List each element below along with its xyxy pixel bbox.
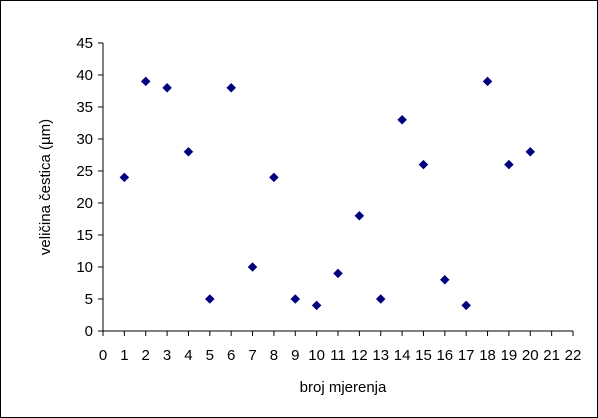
axes <box>102 43 573 332</box>
x-tick-label: 19 <box>501 347 518 364</box>
data-point <box>269 172 279 183</box>
x-tick-label: 16 <box>436 347 453 364</box>
x-tick-label: 12 <box>351 347 368 364</box>
x-tick-label: 7 <box>248 347 256 364</box>
x-tick-label: 14 <box>394 347 411 364</box>
x-axis-label: broj mjerenja <box>300 379 387 396</box>
y-tick-label: 45 <box>76 35 93 52</box>
x-tick-label: 1 <box>120 347 128 364</box>
x-tick-label: 2 <box>142 347 150 364</box>
y-tick-label: 35 <box>76 99 93 116</box>
x-tick-label: 10 <box>308 347 325 364</box>
x-tick-label: 15 <box>415 347 432 364</box>
y-axis-label: veličina čestica (µm) <box>37 119 54 255</box>
x-tick-label: 8 <box>270 347 278 364</box>
data-points <box>119 76 536 311</box>
data-point <box>226 82 237 93</box>
x-tick-label: 4 <box>184 347 192 364</box>
y-tick-label: 0 <box>85 323 93 340</box>
y-tick-label: 10 <box>76 259 93 276</box>
x-tick-label: 9 <box>291 347 299 364</box>
data-point <box>119 172 130 183</box>
y-tick-label: 15 <box>76 227 93 244</box>
data-point <box>140 76 151 87</box>
x-tick-label: 0 <box>99 347 107 364</box>
x-tick-label: 11 <box>330 347 346 364</box>
data-point <box>418 159 429 170</box>
y-tick-label: 40 <box>76 67 93 84</box>
data-point <box>247 262 258 272</box>
data-point <box>375 294 386 304</box>
x-tick-label: 22 <box>565 347 582 364</box>
data-point <box>290 294 301 304</box>
data-point <box>311 300 322 311</box>
y-ticks: 0 5 10 15 20 25 30 35 40 45 <box>76 35 103 340</box>
y-tick-label: 20 <box>76 195 93 212</box>
x-tick-label: 20 <box>522 347 539 364</box>
data-point <box>333 268 343 279</box>
x-tick-label: 6 <box>227 347 235 364</box>
y-tick-label: 25 <box>76 163 93 180</box>
data-point <box>204 294 215 304</box>
data-point <box>183 146 194 157</box>
data-point <box>504 159 514 170</box>
data-point <box>397 114 407 125</box>
data-point <box>525 146 536 157</box>
x-tick-label: 3 <box>163 347 171 364</box>
x-tick-label: 13 <box>372 347 389 364</box>
data-point <box>162 82 172 93</box>
data-point <box>482 76 493 87</box>
x-tick-label: 5 <box>206 347 214 364</box>
x-ticks: 0 1 2 3 4 5 6 7 8 9 10 11 12 13 14 15 16 17 18 19 20 21 22 <box>99 331 582 364</box>
data-point <box>354 210 365 221</box>
data-point <box>461 300 472 311</box>
x-tick-label: 17 <box>458 347 475 364</box>
y-tick-label: 5 <box>85 291 93 308</box>
x-tick-label: 21 <box>543 347 560 364</box>
data-point <box>439 274 450 285</box>
x-tick-label: 18 <box>479 347 496 364</box>
y-tick-label: 30 <box>76 131 93 148</box>
